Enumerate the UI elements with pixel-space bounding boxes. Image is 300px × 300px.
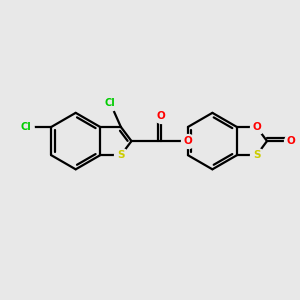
Text: Cl: Cl xyxy=(21,122,32,132)
Text: O: O xyxy=(157,111,166,121)
Text: S: S xyxy=(253,150,260,160)
Text: O: O xyxy=(184,136,192,146)
Text: S: S xyxy=(117,150,124,160)
Text: O: O xyxy=(287,136,296,146)
Text: Cl: Cl xyxy=(105,98,116,107)
Text: O: O xyxy=(252,122,261,132)
